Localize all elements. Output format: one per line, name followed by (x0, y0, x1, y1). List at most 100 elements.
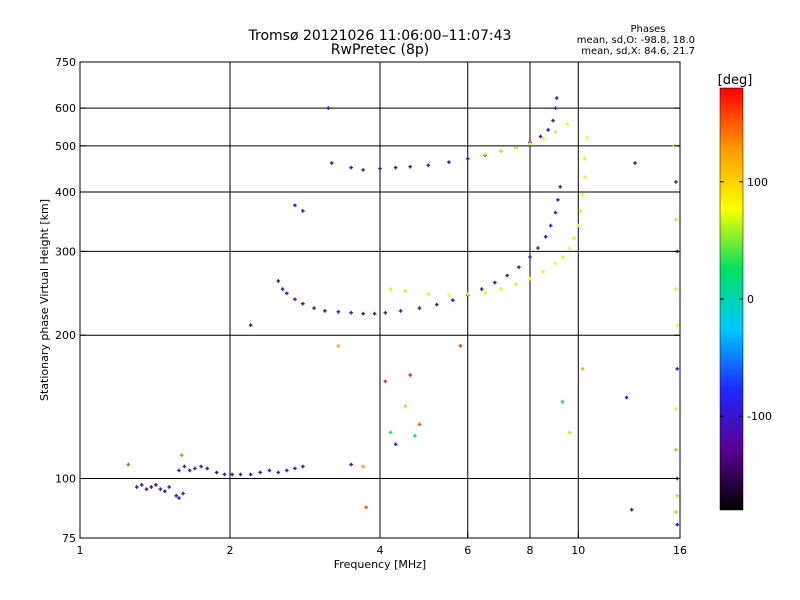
data-point-f2-o (517, 265, 521, 269)
data-point-f2-o (543, 234, 548, 239)
data-point-f2-x (499, 287, 503, 291)
data-point-f2-o (372, 311, 377, 316)
data-point-upper-o (554, 96, 559, 100)
data-point-f2-x (447, 293, 451, 297)
x-tick-label: 4 (377, 544, 384, 557)
data-point-e-layer (182, 464, 187, 469)
data-point-scatter (674, 217, 678, 222)
data-point-f2-x (580, 192, 585, 197)
data-point-e-layer (177, 468, 181, 473)
data-point-upper-x (553, 130, 558, 134)
data-point-scatter (629, 507, 634, 512)
data-point-f2-x (572, 236, 576, 240)
data-point-f2-x (465, 292, 470, 296)
data-point-upper-o (538, 134, 543, 139)
data-point-scatter (624, 395, 629, 400)
data-point-upper-x (565, 122, 569, 127)
data-point-f2-x (567, 246, 572, 250)
data-point-f2-o (276, 279, 281, 283)
data-point-f2-x (483, 290, 487, 295)
y-tick-label: 600 (55, 102, 76, 115)
x-tick-label: 10 (571, 544, 585, 557)
data-point-f2-x (582, 175, 587, 179)
data-point-scatter (126, 462, 131, 467)
data-point-e-layer (163, 489, 167, 494)
data-point-e-layer (293, 466, 297, 471)
data-points (126, 96, 680, 527)
x-tick-label: 16 (673, 544, 687, 557)
data-point-e-layer (177, 496, 181, 500)
data-point-scatter (179, 453, 184, 457)
data-point-f2-o (284, 291, 289, 296)
data-point-e-layer (230, 472, 234, 477)
data-point-e-layer (222, 472, 227, 477)
data-point-scatter (248, 323, 253, 327)
data-point-scatter (388, 430, 393, 435)
data-point-scatter (675, 493, 680, 498)
data-point-f2-x (578, 209, 583, 213)
data-point-f2-x (426, 292, 431, 296)
data-point-scatter (674, 510, 678, 514)
data-point-f2-o (493, 280, 497, 285)
y-tick-label: 100 (55, 473, 76, 486)
data-point-scatter (364, 505, 368, 510)
colorbar-tick-label: 0 (747, 293, 754, 306)
chart-subtitle: RwPretec (8p) (331, 42, 429, 58)
data-point-scatter (560, 399, 565, 404)
data-point-upper-x (514, 146, 518, 150)
data-point-f2-x (528, 276, 532, 281)
data-point-e-layer (154, 483, 158, 487)
data-point-f2-x (388, 287, 393, 291)
data-point-upper-o (393, 165, 398, 170)
data-point-e-layer (284, 468, 289, 473)
data-point-f2-o (301, 301, 305, 306)
data-point-f2-x (582, 156, 587, 161)
data-point-e-layer (187, 468, 192, 473)
data-point-scatter (393, 442, 398, 447)
y-tick-label: 750 (55, 56, 76, 69)
data-point-upper-x (541, 136, 545, 141)
data-point-e-layer (144, 487, 149, 491)
data-point-f2-o (479, 287, 484, 291)
data-point-scatter (383, 379, 388, 384)
data-point-scatter (567, 430, 572, 435)
data-point-f2-o (536, 246, 540, 250)
data-point-e-layer (134, 485, 139, 489)
data-point-f2-o (505, 273, 509, 278)
data-point-e-layer (193, 466, 197, 471)
y-axis-label: Stationary phase Virtual Height [km] (38, 199, 51, 401)
y-tick-label: 400 (55, 186, 76, 199)
data-point-f2-o (293, 297, 297, 302)
data-point-scatter (361, 464, 365, 469)
data-point-scatter (458, 344, 463, 348)
y-tick-label: 500 (55, 140, 76, 153)
data-point-upper-o (408, 164, 413, 169)
data-point-upper-x (499, 149, 503, 154)
data-point-f2-o (336, 310, 341, 314)
data-point-scatter (675, 522, 680, 527)
chart-title: Tromsø 20121026 11:06:00–11:07:43 (248, 28, 512, 44)
x-tick-label: 8 (527, 544, 534, 557)
data-point-f2-o (417, 306, 422, 310)
data-point-scatter (301, 209, 305, 213)
data-point-f2-x (541, 269, 545, 274)
grid-lines (80, 62, 680, 538)
data-point-upper-o (426, 163, 431, 168)
data-point-f2-o (556, 198, 560, 202)
data-point-f2-x (403, 288, 408, 293)
data-point-upper-o (447, 160, 451, 164)
data-point-e-layer (181, 491, 185, 496)
data-point-e-layer (158, 487, 163, 491)
data-point-f2-x (560, 255, 565, 259)
data-point-e-layer (301, 464, 305, 469)
data-point-scatter (674, 180, 678, 184)
data-point-e-layer (267, 468, 272, 473)
data-point-scatter (408, 373, 413, 377)
data-point-upper-o (378, 166, 382, 171)
data-point-upper-o (361, 168, 365, 172)
data-point-f2-o (383, 310, 388, 315)
data-point-e-layer (238, 472, 243, 477)
data-point-scatter (675, 323, 680, 327)
data-point-f2-x (514, 282, 518, 287)
